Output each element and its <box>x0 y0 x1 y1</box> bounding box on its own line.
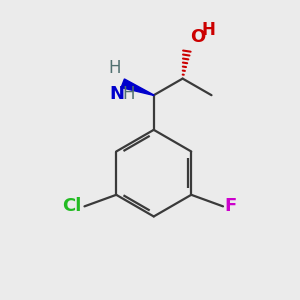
Text: O: O <box>190 28 206 46</box>
Text: N: N <box>110 85 124 103</box>
Text: Cl: Cl <box>62 197 82 215</box>
Text: F: F <box>224 197 237 215</box>
Text: H: H <box>122 85 135 103</box>
Text: H: H <box>202 20 216 38</box>
Polygon shape <box>121 79 154 95</box>
Text: H: H <box>109 59 121 77</box>
